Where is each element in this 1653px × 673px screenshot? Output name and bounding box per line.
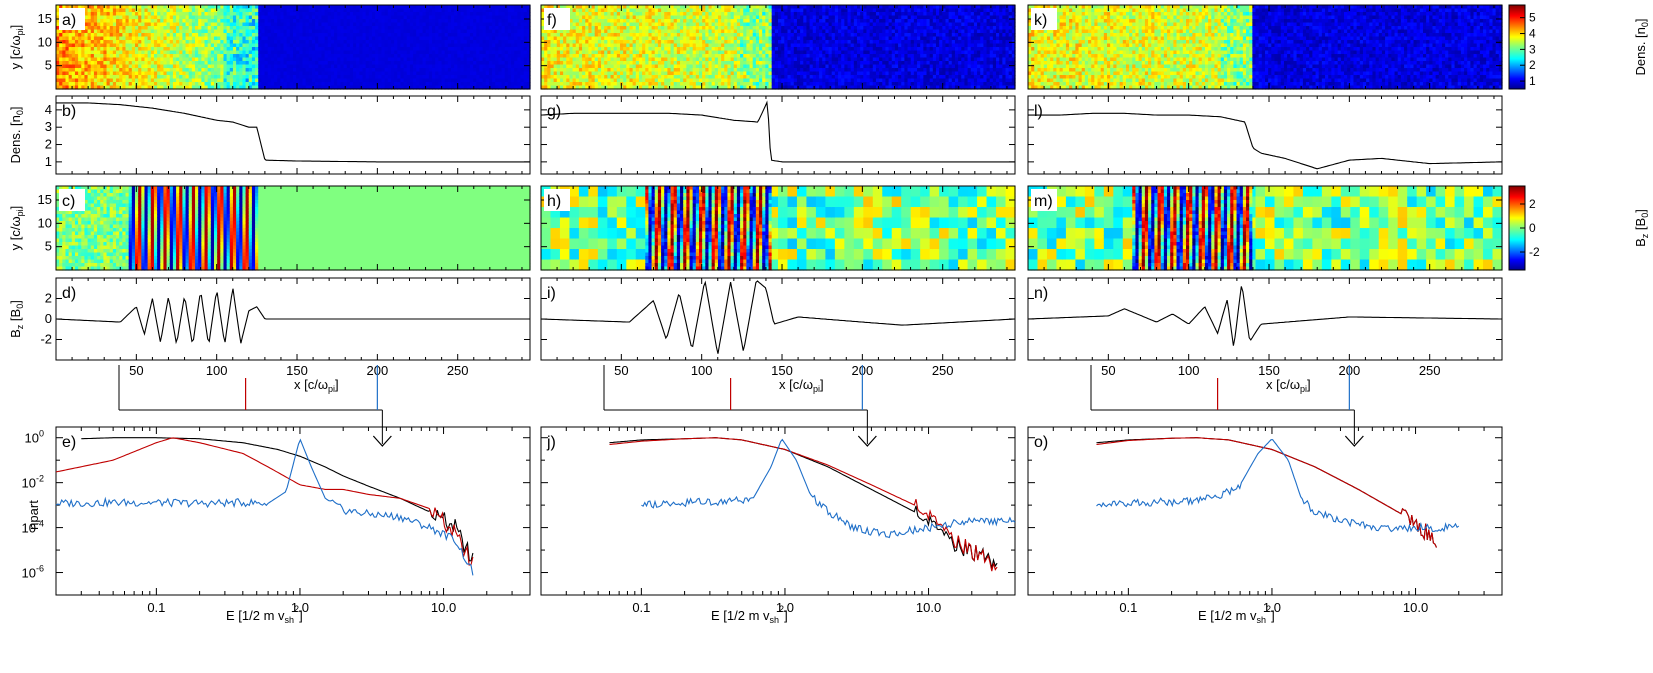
map1-ytick-label: 5 [45,58,52,73]
dens-ytick-label: 1 [45,154,52,169]
density-profile-line [56,103,530,162]
dens-ytick-label: 2 [45,137,52,152]
dens-ytick-label: 4 [45,102,52,117]
map1-ytick-label: 15 [38,11,52,26]
map1-ytick-label: 10 [38,34,52,49]
dens-ytick-label: 3 [45,119,52,134]
